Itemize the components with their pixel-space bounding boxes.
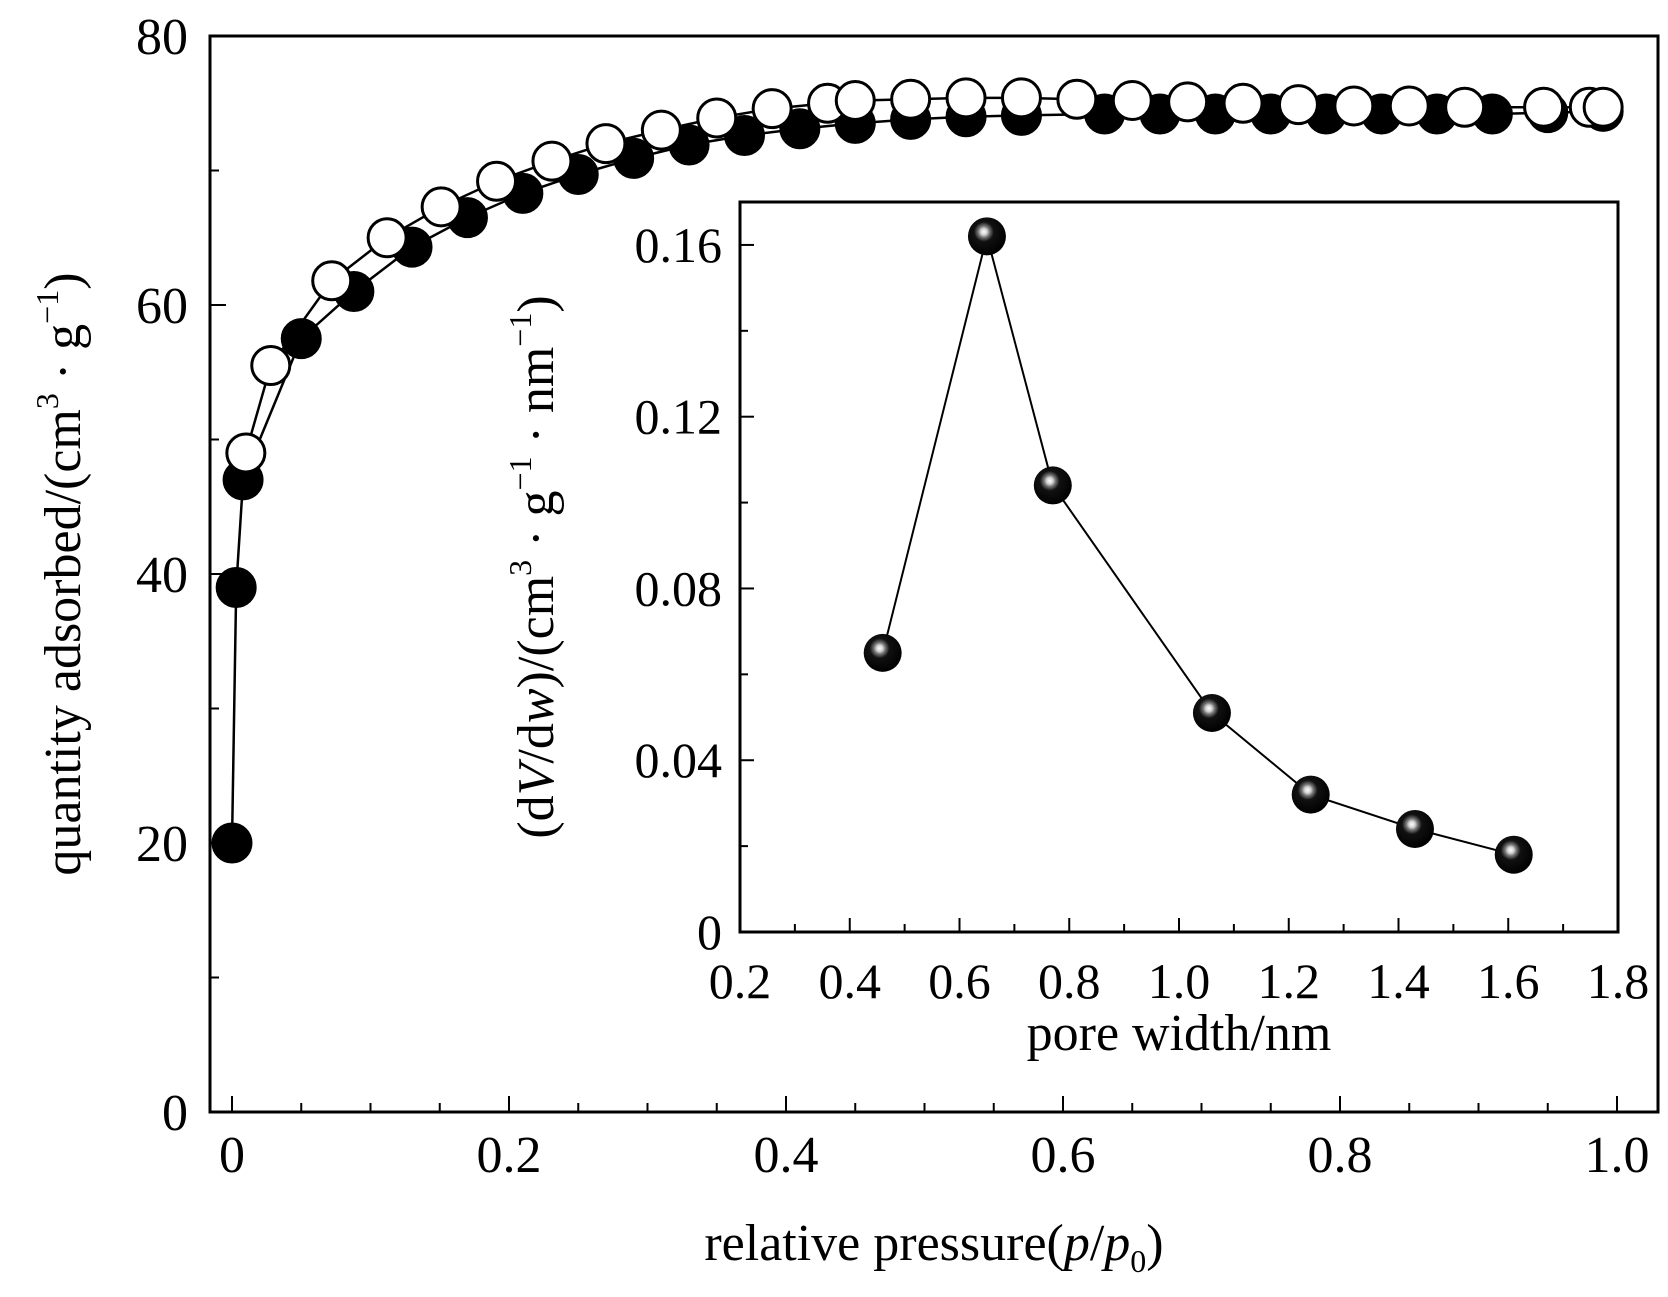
- desorption-point: [890, 78, 932, 120]
- inset-x-tick-label: 0.6: [928, 953, 991, 1009]
- main-y-tick-label: 0: [162, 1085, 188, 1142]
- desorption-point: [1444, 86, 1486, 128]
- inset-x-tick-label: 1.4: [1367, 953, 1430, 1009]
- main-x-tick-label: 0: [219, 1127, 245, 1184]
- desorption-point: [1167, 81, 1209, 123]
- desorption-point: [366, 217, 408, 259]
- main-x-tick-label: 0.8: [1308, 1127, 1373, 1184]
- main-y-tick-label: 20: [136, 816, 188, 873]
- adsorption-point: [215, 566, 257, 608]
- inset-y-tick-label: 0.16: [635, 217, 723, 273]
- desorption-point: [585, 123, 627, 165]
- adsorption-point: [280, 318, 322, 360]
- main-x-tick-label: 1.0: [1585, 1127, 1650, 1184]
- main-x-tick-label: 0.2: [477, 1127, 542, 1184]
- desorption-point: [1523, 86, 1565, 128]
- pore-distribution-point: [1033, 466, 1072, 505]
- main-x-axis-title: relative pressure(p/p0): [704, 1215, 1163, 1279]
- main-series-points: [211, 77, 1624, 864]
- desorption-point: [1000, 77, 1042, 119]
- desorption-point: [420, 186, 462, 228]
- inset-series-points: [863, 217, 1533, 874]
- desorption-point: [311, 260, 353, 302]
- desorption-point: [696, 97, 738, 139]
- inset-x-tick-label: 1.2: [1258, 953, 1321, 1009]
- inset-y-tick-label: 0.08: [635, 560, 723, 616]
- desorption-point: [1388, 85, 1430, 127]
- adsorption-point: [779, 108, 821, 150]
- inset-ticks: 0.2 0.4 0.6 0.8 1.0 1.2 1.4 1.6 1.8 0 0.04 0.08 0.12…: [635, 217, 1650, 1009]
- inset-y-tick-label: 0.04: [635, 732, 723, 788]
- desorption-point: [834, 80, 876, 122]
- main-x-tick-label: 0.6: [1031, 1127, 1096, 1184]
- inset-y-tick-label: 0.12: [635, 389, 723, 445]
- inset-x-tick-label: 0.2: [709, 953, 772, 1009]
- desorption-point: [1222, 82, 1264, 124]
- desorption-point: [751, 88, 793, 130]
- pore-distribution-point: [967, 217, 1006, 256]
- desorption-point: [250, 345, 292, 387]
- main-y-tick-label: 40: [136, 547, 188, 604]
- desorption-point: [1111, 80, 1153, 122]
- inset-y-tick-label: 0: [697, 904, 722, 960]
- desorption-point: [1277, 84, 1319, 126]
- adsorption-point: [211, 822, 253, 864]
- main-y-tick-label: 80: [136, 9, 188, 66]
- inset-x-tick-label: 1.6: [1477, 953, 1540, 1009]
- inset-x-axis-title: pore width/nm: [1027, 1005, 1332, 1062]
- pore-size-inset-chart: 0.2 0.4 0.6 0.8 1.0 1.2 1.4 1.6 1.8 0 0.04 0.08 0.12…: [502, 200, 1650, 1062]
- inset-background: [738, 200, 1620, 934]
- pore-distribution-point: [1192, 694, 1231, 732]
- desorption-point: [1582, 86, 1624, 128]
- main-y-axis-title: quantity adsorbed/(cm3 · g−1): [29, 272, 92, 875]
- desorption-point: [531, 140, 573, 182]
- pore-distribution-point: [863, 633, 902, 672]
- inset-x-tick-label: 0.4: [819, 953, 882, 1009]
- main-y-tick-label: 60: [136, 278, 188, 335]
- pore-distribution-point: [1395, 809, 1434, 848]
- main-x-tick-label: 0.4: [754, 1127, 819, 1184]
- inset-y-axis-title: (dV/dw)/(cm3 · g−1 · nm−1): [502, 295, 565, 838]
- inset-x-tick-label: 1.0: [1148, 953, 1211, 1009]
- desorption-point: [945, 77, 987, 119]
- desorption-point: [225, 432, 267, 474]
- pore-distribution-point: [1494, 835, 1533, 874]
- inset-x-tick-label: 1.8: [1587, 953, 1650, 1009]
- desorption-point: [640, 109, 682, 151]
- pore-distribution-point: [1291, 775, 1330, 814]
- desorption-point: [1056, 78, 1098, 120]
- inset-x-tick-label: 0.8: [1038, 953, 1101, 1009]
- desorption-point: [1333, 85, 1375, 127]
- desorption-point: [476, 160, 518, 202]
